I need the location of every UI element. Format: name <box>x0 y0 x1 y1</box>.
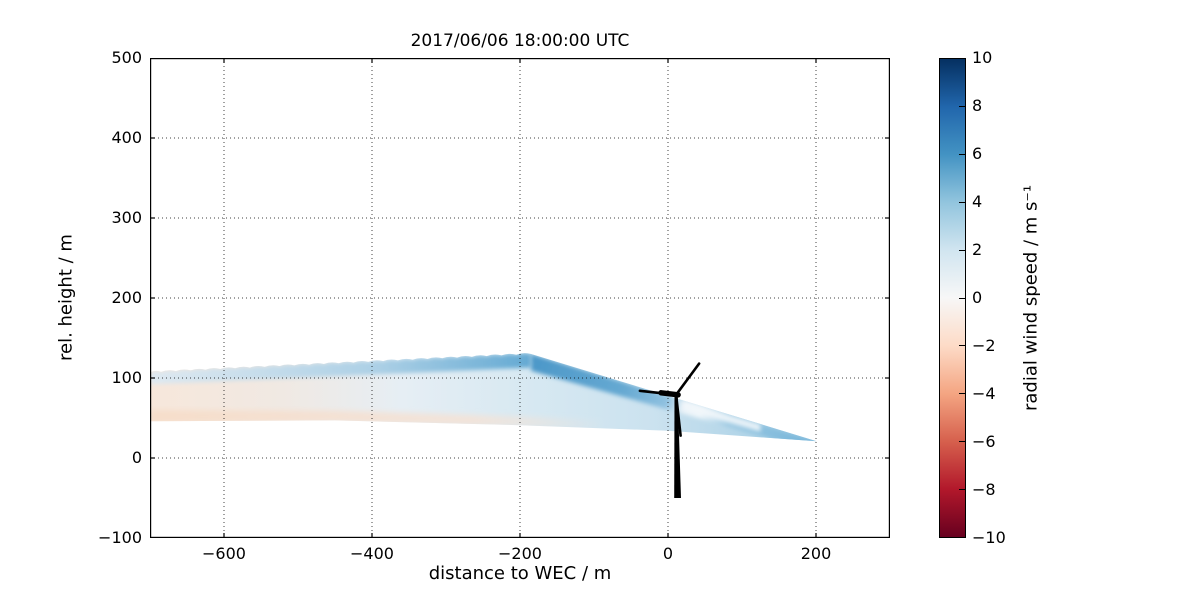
colorbar-tick-mark <box>959 201 965 203</box>
y-tick-label: 0 <box>131 448 142 467</box>
colorbar-tick-mark <box>959 297 965 299</box>
colorbar-tick-mark <box>959 393 965 395</box>
colorbar-tick-label: −6 <box>972 432 996 451</box>
colorbar-tick-label: −8 <box>972 480 996 499</box>
colorbar-tick-label: 2 <box>972 240 983 259</box>
plot-border <box>150 58 890 538</box>
colorbar-tick-label: 4 <box>972 192 983 211</box>
colorbar-tick-mark <box>959 249 965 251</box>
y-axis-label: rel. height / m <box>55 234 77 362</box>
x-tick-label: −400 <box>350 544 394 563</box>
y-tick-label: 100 <box>111 368 142 387</box>
colorbar-gradient <box>939 58 966 538</box>
colorbar-tick-label: 10 <box>972 48 993 67</box>
colorbar-tick-mark <box>959 488 965 490</box>
colorbar-tick-label: 6 <box>972 144 983 163</box>
colorbar-tick-mark <box>959 440 965 442</box>
x-tick-label: −600 <box>202 544 246 563</box>
x-tick-label: −200 <box>498 544 542 563</box>
colorbar-tick-label: 0 <box>972 288 983 307</box>
x-tick-label: 200 <box>800 544 832 563</box>
y-tick-label: 500 <box>111 48 142 67</box>
colorbar-tick-label: −4 <box>972 384 996 403</box>
colorbar-tick-label: −10 <box>972 528 1006 547</box>
colorbar-tick-label: 8 <box>972 96 983 115</box>
colorbar-tick-label: −2 <box>972 336 996 355</box>
wind-turbine <box>638 362 701 498</box>
y-tick-label: 200 <box>111 288 142 307</box>
y-tick-label: −100 <box>98 528 142 547</box>
axis-ticks <box>150 58 890 538</box>
x-axis-label: distance to WEC / m <box>428 563 612 584</box>
x-tick-label: 0 <box>662 544 674 563</box>
grid-lines <box>150 58 890 538</box>
plot-title: 2017/06/06 18:00:00 UTC <box>410 31 630 51</box>
scan-plot-canvas <box>150 58 890 538</box>
colorbar-tick-mark <box>959 106 965 108</box>
colorbar-tick-mark <box>959 154 965 156</box>
scan-cone <box>150 353 817 442</box>
colorbar-tick-mark <box>959 345 965 347</box>
y-tick-label: 400 <box>111 128 142 147</box>
y-tick-label: 300 <box>111 208 142 227</box>
